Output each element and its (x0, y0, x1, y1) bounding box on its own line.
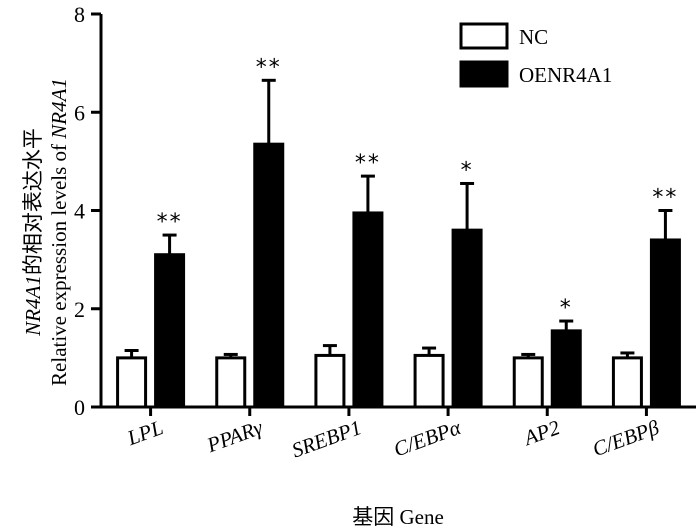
bar-oenr4a1-srebp1 (352, 211, 384, 409)
bar-oenr4a1-lpl (154, 253, 186, 409)
significance-ap2: * (560, 296, 573, 321)
significance-lpl: ** (157, 210, 183, 235)
bar-oenr4a1-ppar (253, 142, 285, 409)
legend-label-nc: NC (519, 25, 548, 49)
y-axis-title-gene: NR4A1 (21, 275, 45, 337)
x-tick-label-c-ebp: C/EBPα (390, 415, 464, 462)
bar-oenr4a1-ap2 (550, 329, 582, 409)
x-tick-label-ppar: PPARγ (203, 415, 266, 458)
y-tick-label: 2 (74, 297, 85, 322)
x-axis-title-en: Gene (399, 505, 443, 529)
significance-marks: ****** **** (157, 55, 678, 321)
y-tick-label: 4 (74, 199, 85, 224)
x-tick-label-c-ebp: C/EBPβ (589, 415, 662, 461)
y-axis-title-en-gene: NR4A1 (47, 78, 71, 140)
y-axis-title-cn: 的相对表达水平 (21, 128, 45, 275)
bar-nc-ap2 (512, 356, 544, 409)
x-tick-label-ap2: AP2 (519, 415, 564, 451)
significance-srebp1: ** (355, 151, 381, 176)
bar-nc-c-ebp (413, 353, 445, 409)
bar-oenr4a1-c-ebp (451, 228, 483, 409)
bar-nc-srebp1 (314, 353, 346, 409)
y-axis-title-en: Relative expression levels of NR4A1 (47, 78, 71, 386)
x-axis: LPL PPARγ SREBP1 C/EBPα AP2 C/EBPβ (101, 405, 696, 462)
x-tick-label-srebp1: SREBP1 (288, 415, 364, 462)
legend: NC OENR4A1 (459, 22, 612, 88)
significance-c-ebp: ** (652, 186, 678, 211)
y-axis-title: NR4A1的相对表达水平 (21, 128, 45, 337)
legend-swatch-nc (459, 22, 509, 50)
y-axis: 0 2 4 6 8 (74, 2, 103, 420)
bar-oenr4a1-c-ebp (649, 238, 681, 409)
legend-swatch-oenr4a1 (459, 60, 509, 88)
y-tick-label: 6 (74, 100, 85, 125)
y-tick-label: 0 (74, 395, 85, 420)
significance-ppar: ** (256, 55, 282, 80)
x-axis-title: 基因 Gene (352, 505, 444, 529)
bars (116, 78, 681, 409)
legend-label-oenr4a1: OENR4A1 (519, 63, 612, 87)
bar-nc-ppar (215, 356, 247, 409)
bar-nc-lpl (116, 356, 148, 409)
x-axis-title-cn: 基因 (352, 505, 394, 529)
bar-nc-c-ebp (611, 356, 643, 409)
y-axis-title-line2: Relative expression levels of NR4A1 (47, 78, 71, 386)
y-tick-label: 8 (74, 2, 85, 27)
y-axis-title-line1: NR4A1的相对表达水平 (21, 128, 45, 337)
y-axis-title-en-prefix: Relative expression levels of (47, 139, 71, 386)
significance-c-ebp: * (461, 158, 474, 183)
x-tick-label-lpl: LPL (123, 415, 166, 450)
